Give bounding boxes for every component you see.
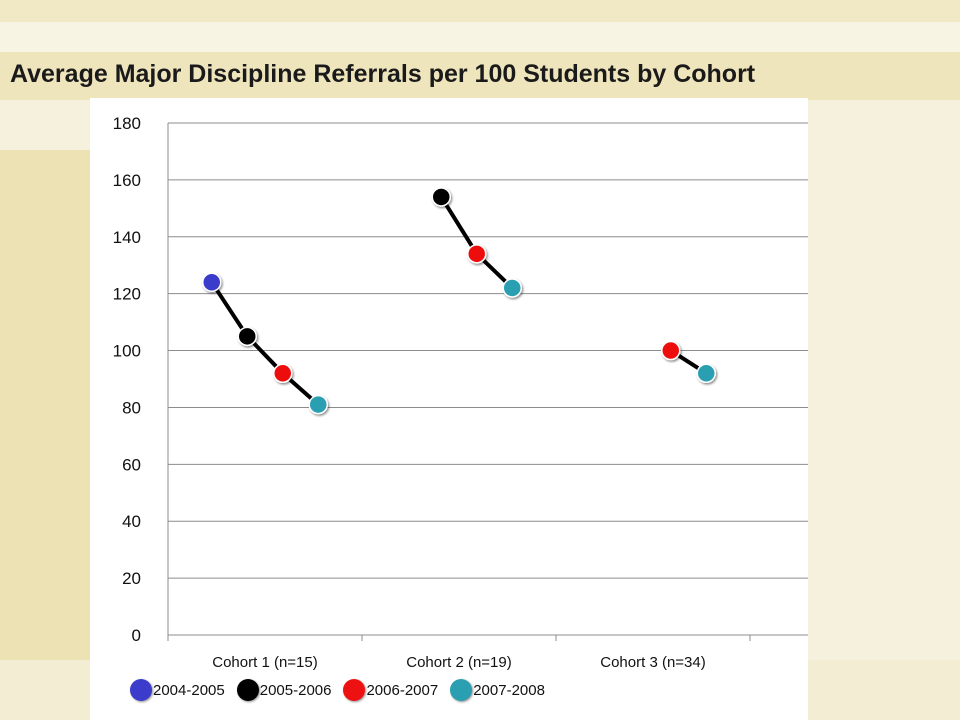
data-point [202, 272, 222, 293]
legend-label: 2005-2006 [259, 681, 332, 699]
legend-item: 2007-2008 [450, 679, 545, 701]
background-stripe [0, 0, 960, 22]
data-point [502, 278, 522, 298]
legend-swatch [450, 679, 473, 701]
y-tick-label: 80 [122, 398, 141, 417]
legend-item: 2005-2006 [236, 679, 332, 701]
legend-label: 2007-2008 [473, 681, 545, 699]
slide-title: Average Major Discipline Referrals per 1… [10, 60, 756, 88]
data-point [431, 187, 451, 207]
legend-label: 2004-2005 [153, 681, 225, 699]
legend-swatch [130, 679, 152, 701]
cohort-trend-line [439, 194, 515, 290]
y-tick-label: 160 [113, 171, 141, 190]
y-tick-label: 20 [122, 569, 141, 588]
x-category-label: Cohort 1 (n=15) [212, 654, 317, 671]
x-category-label: C [842, 654, 853, 671]
y-tick-label: 100 [113, 342, 141, 361]
y-tick-label: 40 [122, 512, 141, 531]
data-point [273, 363, 293, 384]
y-tick-label: 140 [113, 228, 141, 247]
data-point [308, 394, 328, 415]
y-tick-label: 120 [113, 285, 141, 304]
legend-item: 2004-2005 [130, 679, 225, 701]
y-tick-label: 0 [132, 626, 141, 645]
chart-legend: 2004-2005 2005-2006 2006-2007 2007-2008 [130, 678, 557, 702]
legend-swatch [236, 679, 259, 701]
background-stripe [0, 150, 90, 660]
x-category-label: Cohort 2 (n=19) [406, 654, 511, 671]
y-tick-label: 60 [122, 455, 141, 474]
data-point [661, 340, 681, 361]
legend-swatch [343, 679, 366, 701]
background-stripe [0, 22, 960, 52]
y-tick-label: 180 [113, 114, 141, 133]
x-category-label: Cohort 3 (n=34) [600, 654, 705, 671]
data-point [467, 244, 487, 264]
data-point [696, 363, 716, 384]
cohort-trend-line [209, 280, 321, 407]
legend-item: 2006-2007 [343, 679, 438, 701]
background-stripe [0, 52, 960, 100]
legend-label: 2006-2007 [366, 681, 439, 699]
data-point [237, 326, 257, 347]
